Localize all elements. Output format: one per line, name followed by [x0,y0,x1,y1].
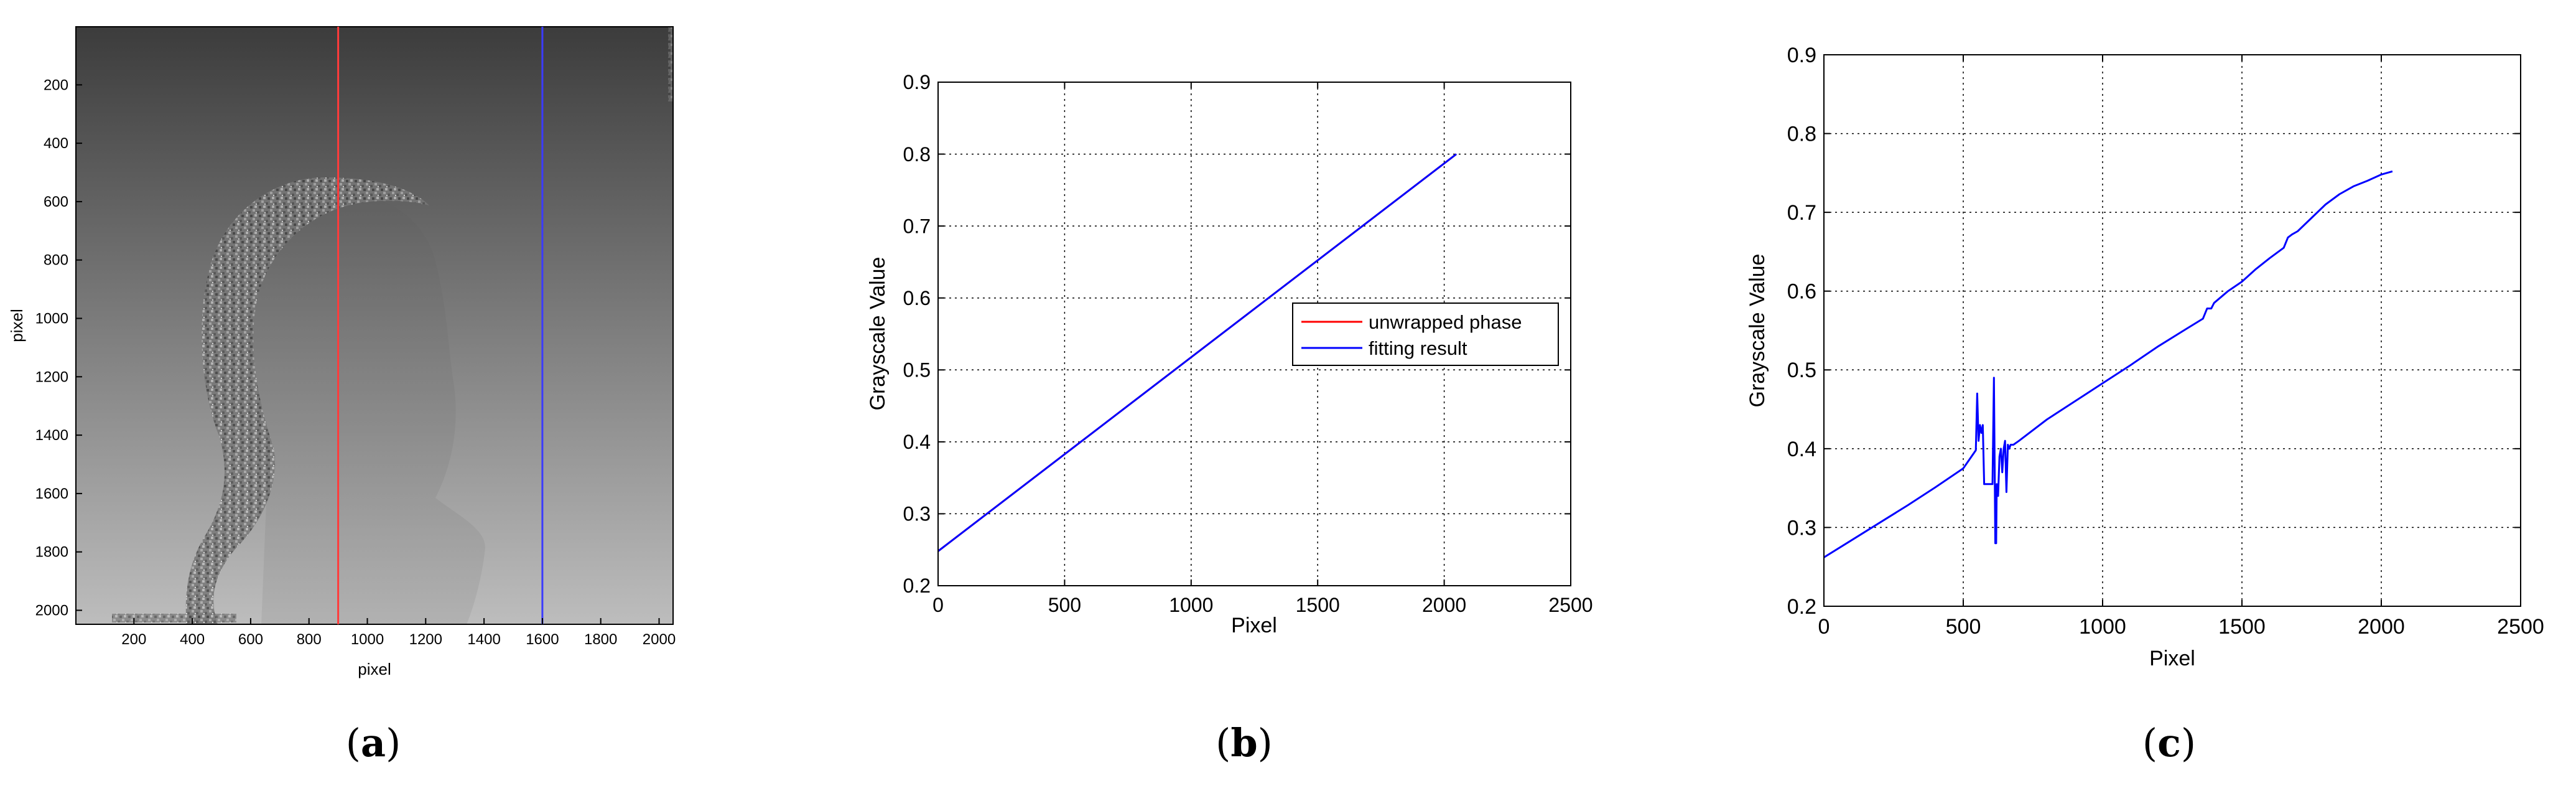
caption-c: (c) [2142,720,2196,766]
y-tick-label: 0.5 [903,359,931,381]
x-tick-label: 2000 [2358,615,2405,639]
y-tick-label: 0.9 [1787,44,1816,67]
panel-c-line-chart: 0 500 1000 1500 2000 2500 0.2 0.3 0.4 0.5 0.6 0.7 0.… [1746,44,2544,670]
edge-strip [668,27,673,101]
x-tick-label: 1500 [1296,594,1340,616]
caption-paren: ( [2142,720,2157,766]
x-tick-label: 600 [238,631,263,648]
y-tick-label: 0.8 [903,143,931,166]
y-tick-label: 600 [44,194,68,210]
legend-box [1292,303,1559,366]
x-tick-label: 2000 [643,631,676,648]
x-axis-label: pixel [358,660,391,678]
x-tick-label: 1500 [2218,615,2266,639]
y-tick-label: 0.4 [1787,438,1816,461]
y-tick-label: 1800 [35,544,68,561]
y-tick-label: 0.6 [1787,280,1816,304]
y-tick-label: 0.6 [903,287,931,309]
x-tick-label: 500 [1048,594,1081,616]
y-tick-label: 1000 [35,311,68,327]
x-tick-label: 1600 [526,631,559,648]
legend-label-1: fitting result [1369,337,1467,359]
series-line-1 [937,153,1458,552]
x-axis-label: Pixel [2149,647,2195,670]
y-tick-label: 0.8 [1787,122,1816,146]
caption-letter: c [2157,720,2181,766]
y-tick-label: 400 [44,135,68,152]
y-tick-label: 0.4 [903,431,931,453]
y-tick-label: 200 [44,77,68,93]
plot-frame [1823,54,2521,607]
hair-region [185,177,429,624]
x-tick-label: 1800 [584,631,617,648]
legend-label-0: unwrapped phase [1369,311,1522,333]
x-tick-label: 200 [121,631,146,648]
plot-frame [75,26,674,625]
x-tick-label: 1200 [409,631,442,648]
caption-paren: ) [386,720,401,766]
y-tick-label: 1400 [35,427,68,444]
x-axis-label: Pixel [1231,614,1277,637]
caption-letter: b [1230,720,1257,766]
panel-a-image-plot: 200 400 600 800 1000 1200 1400 1600 1800 2000 200 4… [7,26,676,678]
y-tick-label: 0.3 [1787,516,1816,540]
y-tick-label: 0.7 [903,215,931,237]
caption-paren: ( [346,720,361,766]
y-tick-label: 2000 [35,602,68,619]
y-tick-label: 800 [44,252,68,269]
x-tick-label: 1400 [467,631,500,648]
caption-b: (b) [1216,720,1273,766]
x-tick-label: 1000 [351,631,384,648]
y-axis-label: Grayscale Value [866,257,890,411]
x-tick-label: 400 [180,631,205,648]
y-tick-label: 1200 [35,368,68,385]
y-tick-label: 0.5 [1787,359,1816,382]
caption-letter: a [361,720,386,766]
caption-a: (a) [346,720,401,766]
caption-paren: ( [1216,720,1230,766]
y-tick-label: 0.2 [1787,595,1816,619]
y-tick-label: 0.3 [903,503,931,525]
x-tick-label: 800 [297,631,322,648]
caption-paren: ) [1258,720,1273,766]
x-tick-label: 2000 [1422,594,1466,616]
y-tick-label: 1600 [35,485,68,502]
x-tick-label: 1000 [2079,615,2126,639]
x-tick-label: 500 [1946,615,1981,639]
series-line-0 [1823,170,2393,558]
x-tick-label: 0 [1818,615,1830,639]
y-tick-label: 0.2 [903,575,931,597]
y-tick-label: 0.9 [903,71,931,93]
caption-paren: ) [2181,720,2196,766]
plot-area [1824,55,2521,606]
head-silhouette [223,192,485,624]
panel-b-line-chart: 0 500 1000 1500 2000 2500 0.2 0.3 0.4 0.5 0.6 0.7 0.… [866,71,1593,637]
speckle-strip [112,614,236,622]
x-tick-label: 1000 [1169,594,1213,616]
x-tick-label: 2500 [2497,615,2544,639]
y-axis-label: pixel [7,309,26,342]
plot-frame [937,82,1571,586]
x-tick-label: 0 [932,594,944,616]
y-axis-label: Grayscale Value [1746,254,1769,408]
y-tick-label: 0.7 [1787,201,1816,225]
x-tick-label: 2500 [1548,594,1593,616]
